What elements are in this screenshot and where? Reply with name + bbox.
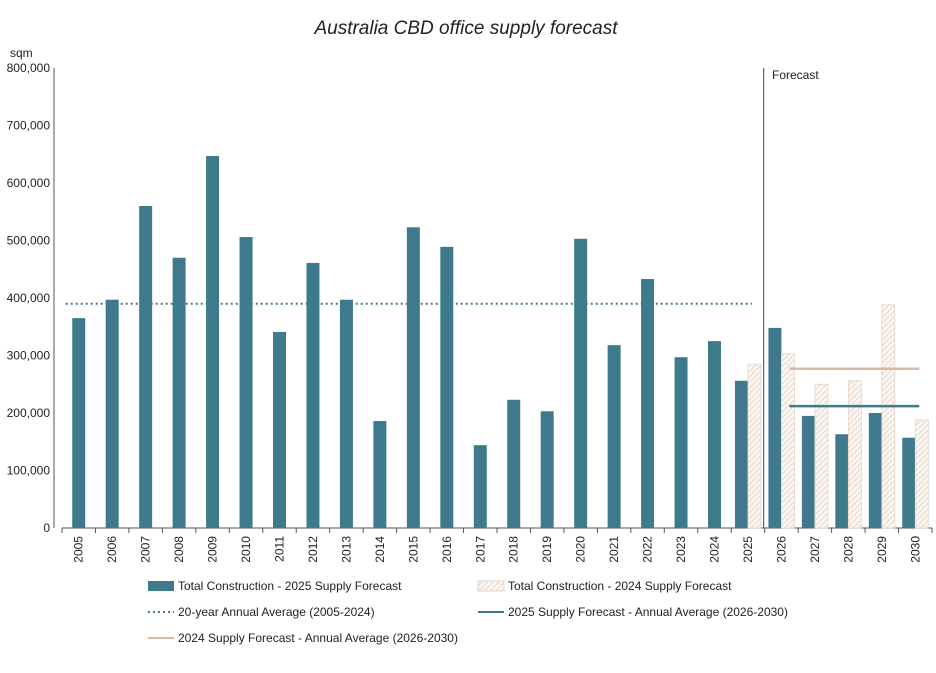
- bar-2025-forecast: [734, 380, 748, 528]
- bar-2024-forecast: [814, 383, 829, 529]
- bar-2025-forecast: [306, 262, 320, 528]
- legend-label: Total Construction - 2025 Supply Forecas…: [178, 579, 402, 593]
- x-tick-label: 2021: [607, 536, 621, 563]
- x-tick-label: 2011: [273, 536, 287, 562]
- bar-2025-forecast: [540, 411, 554, 528]
- bar-2025-forecast: [473, 445, 487, 528]
- x-tick-label: 2007: [139, 536, 153, 563]
- bar-2025-forecast: [641, 279, 655, 528]
- bar-2025-forecast: [801, 415, 815, 528]
- x-tick-label: 2030: [908, 536, 922, 563]
- x-tick-label: 2023: [674, 536, 688, 563]
- x-tick-label: 2006: [105, 536, 119, 563]
- bar-2024-forecast: [747, 363, 762, 529]
- y-tick-label: 400,000: [7, 291, 51, 305]
- x-tick-label: 2018: [507, 536, 521, 563]
- y-tick-label: 0: [43, 521, 50, 535]
- bar-2025-forecast: [574, 238, 588, 528]
- bar-2025-forecast: [768, 327, 782, 528]
- chart-title: Australia CBD office supply forecast: [313, 18, 618, 39]
- x-tick-label: 2026: [774, 536, 788, 563]
- bar-2025-forecast: [373, 421, 387, 528]
- forecast-label: Forecast: [772, 68, 819, 82]
- legend-label: 2025 Supply Forecast - Annual Average (2…: [508, 605, 788, 619]
- x-tick-label: 2012: [306, 536, 320, 563]
- x-tick-label: 2020: [574, 536, 588, 563]
- x-tick-label: 2010: [239, 536, 253, 563]
- bar-2024-forecast: [881, 304, 896, 529]
- y-tick-label: 500,000: [7, 234, 51, 248]
- legend-item: Total Construction - 2024 Supply Forecas…: [477, 579, 732, 593]
- x-tick-label: 2027: [808, 536, 822, 563]
- bar-2025-forecast: [206, 155, 220, 528]
- bar-2025-forecast: [273, 331, 286, 528]
- bar-2025-forecast: [72, 318, 86, 528]
- x-tick-label: 2028: [841, 536, 855, 563]
- x-tick-label: 2009: [206, 536, 220, 563]
- bar-2025-forecast: [172, 257, 186, 528]
- y-tick-label: 200,000: [7, 406, 51, 420]
- y-axis-label: sqm: [10, 46, 33, 60]
- x-tick-label: 2005: [72, 536, 86, 563]
- x-tick-label: 2022: [641, 536, 655, 563]
- x-tick-label: 2017: [473, 536, 487, 563]
- x-tick-label: 2008: [172, 536, 186, 563]
- bar-2025-forecast: [902, 437, 916, 528]
- y-tick-label: 700,000: [7, 119, 51, 133]
- bar-2025-forecast: [674, 357, 688, 528]
- bar-2025-forecast: [339, 299, 353, 528]
- legend-label: 20-year Annual Average (2005-2024): [178, 605, 375, 619]
- bar-2025-forecast: [708, 341, 721, 528]
- bar-2024-forecast: [914, 419, 929, 529]
- x-tick-label: 2019: [540, 536, 554, 563]
- y-tick-label: 800,000: [7, 61, 51, 75]
- bar-2025-forecast: [868, 413, 882, 528]
- bar-2025-forecast: [406, 227, 420, 528]
- bar-2024-forecast: [781, 353, 795, 529]
- y-tick-label: 100,000: [7, 464, 51, 478]
- x-tick-label: 2014: [373, 536, 387, 563]
- legend-item: 20-year Annual Average (2005-2024): [148, 605, 375, 619]
- bar-2024-forecast: [847, 380, 862, 529]
- bar-2025-forecast: [440, 246, 454, 528]
- legend-item: 2024 Supply Forecast - Annual Average (2…: [148, 631, 458, 645]
- legend-label: 2024 Supply Forecast - Annual Average (2…: [178, 631, 458, 645]
- bar-2025-forecast: [507, 399, 521, 528]
- y-tick-label: 300,000: [7, 349, 51, 363]
- x-tick-label: 2016: [440, 536, 454, 563]
- legend-swatch: [148, 581, 174, 591]
- bar-2025-forecast: [239, 237, 253, 529]
- legend-label: Total Construction - 2024 Supply Forecas…: [508, 579, 732, 593]
- bar-2025-forecast: [835, 434, 849, 528]
- x-tick-label: 2015: [406, 536, 420, 563]
- legend-item: Total Construction - 2025 Supply Forecas…: [148, 579, 402, 593]
- y-tick-label: 600,000: [7, 176, 51, 190]
- bar-2025-forecast: [105, 299, 119, 528]
- x-tick-label: 2029: [875, 536, 889, 563]
- x-tick-label: 2013: [339, 536, 353, 563]
- x-tick-label: 2024: [708, 536, 722, 563]
- bar-2025-forecast: [139, 206, 153, 528]
- bar-2025-forecast: [607, 345, 621, 528]
- legend-item: 2025 Supply Forecast - Annual Average (2…: [478, 605, 788, 619]
- x-tick-label: 2025: [741, 536, 755, 563]
- legend-swatch: [477, 580, 505, 592]
